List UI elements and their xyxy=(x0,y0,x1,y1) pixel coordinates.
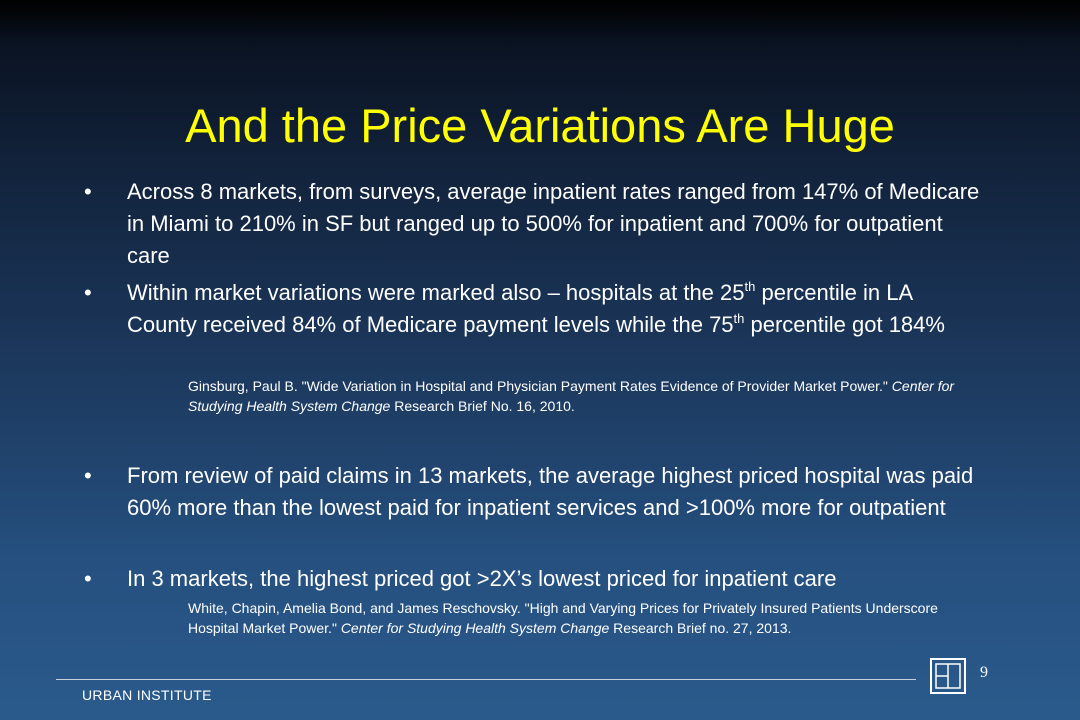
bullet-marker: • xyxy=(84,566,92,591)
bullet-text: Across 8 markets, from surveys, average … xyxy=(127,179,980,268)
bullet-item: • Across 8 markets, from surveys, averag… xyxy=(84,176,984,272)
bullet-text: Within market variations were marked als… xyxy=(127,279,945,337)
bullet-marker: • xyxy=(84,280,92,305)
page-number: 9 xyxy=(980,664,988,681)
footer-org-name: URBAN INSTITUTE xyxy=(82,687,212,703)
slide-title: And the Price Variations Are Huge xyxy=(185,99,895,152)
bullet-item: • Within market variations were marked a… xyxy=(84,277,984,341)
bullet-marker: • xyxy=(84,463,92,488)
bullet-text: In 3 markets, the highest priced got >2X… xyxy=(127,566,837,591)
bullet-marker: • xyxy=(84,179,92,204)
urban-institute-logo-icon xyxy=(930,658,966,694)
citation: White, Chapin, Amelia Bond, and James Re… xyxy=(188,600,938,636)
citation: Ginsburg, Paul B. "Wide Variation in Hos… xyxy=(188,378,955,414)
bullet-item: • In 3 markets, the highest priced got >… xyxy=(84,563,984,595)
footer-divider xyxy=(56,679,916,680)
bullet-item: • From review of paid claims in 13 marke… xyxy=(84,460,984,524)
bullet-text: From review of paid claims in 13 markets… xyxy=(127,463,974,520)
